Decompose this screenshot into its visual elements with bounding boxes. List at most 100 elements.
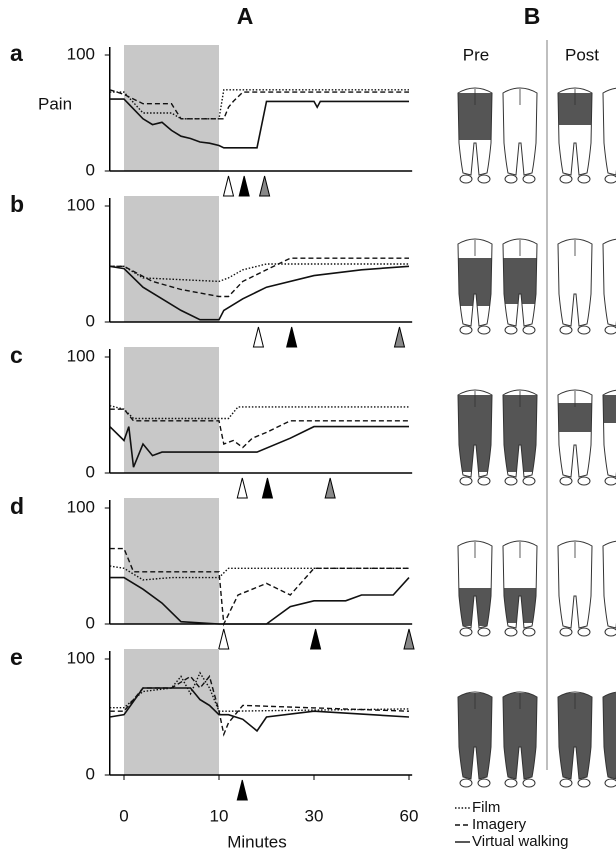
column-label: Pre: [463, 45, 489, 64]
event-marker: [236, 477, 248, 499]
body-outline: [457, 691, 493, 780]
foot: [604, 325, 616, 335]
y-tick-label: 100: [67, 195, 95, 214]
foot: [604, 627, 616, 637]
body-figure: [457, 691, 493, 788]
x-tick-label: 10: [210, 806, 229, 825]
foot: [477, 174, 491, 184]
y-tick-label: 0: [86, 311, 95, 330]
body-outline: [557, 691, 593, 780]
shaded-period: [124, 196, 219, 322]
foot: [504, 325, 518, 335]
body-figure: [457, 540, 493, 637]
body-figure: [502, 691, 538, 788]
column-label: Post: [565, 45, 599, 64]
line-series: [109, 408, 409, 449]
body-outline: [502, 691, 538, 780]
body-outline: [457, 540, 493, 629]
body-outline: [502, 238, 538, 327]
body-outline: [602, 389, 616, 478]
pain-region: [558, 403, 592, 432]
foot: [504, 627, 518, 637]
event-marker: [252, 326, 265, 348]
body-outline: [557, 540, 593, 629]
foot: [477, 325, 491, 335]
shaded-period: [124, 649, 219, 775]
foot: [604, 476, 616, 486]
foot: [522, 476, 536, 486]
body-figure: [602, 540, 616, 637]
body-outline: [457, 389, 493, 478]
foot: [577, 627, 591, 637]
body-maps: [457, 87, 616, 788]
x-tick-label: 30: [305, 806, 324, 825]
body-figure: [557, 87, 593, 184]
line-series: [109, 98, 409, 149]
body-outline: [502, 389, 538, 478]
body-figure: [602, 389, 616, 486]
y-tick-label: 0: [86, 160, 95, 179]
line-series: [109, 89, 409, 120]
foot: [477, 778, 491, 788]
body-figure: [557, 389, 593, 486]
foot: [577, 174, 591, 184]
panel-label: c: [10, 342, 23, 368]
foot: [604, 174, 616, 184]
body-figure: [502, 389, 538, 486]
y-tick-label: 100: [67, 497, 95, 516]
body-figure: [557, 691, 593, 788]
foot: [522, 325, 536, 335]
section-title: B: [524, 3, 541, 29]
body-outline: [457, 87, 493, 176]
body-figure: [602, 238, 616, 335]
foot: [459, 325, 473, 335]
line-series: [109, 547, 409, 627]
foot: [477, 627, 491, 637]
pain-region: [603, 693, 616, 779]
body-outline: [502, 540, 538, 629]
line-series: [109, 405, 409, 420]
body-figure: [502, 238, 538, 335]
line-series: [109, 674, 410, 737]
foot: [559, 778, 573, 788]
panel-label: b: [10, 191, 24, 217]
foot: [559, 325, 573, 335]
foot: [577, 778, 591, 788]
event-marker: [236, 779, 248, 801]
foot: [504, 778, 518, 788]
body-figure: [457, 238, 493, 335]
event-marker: [403, 628, 415, 650]
line-series: [109, 687, 410, 733]
panel-label: e: [10, 644, 23, 670]
body-outline: [502, 87, 538, 176]
body-outline: [602, 238, 616, 327]
y-axis-label: Pain: [38, 94, 72, 113]
pain-region: [458, 588, 492, 626]
foot: [604, 778, 616, 788]
y-tick-label: 100: [67, 346, 95, 365]
foot: [504, 174, 518, 184]
body-figure: [502, 540, 538, 637]
event-marker: [309, 628, 322, 650]
foot: [559, 627, 573, 637]
foot: [459, 778, 473, 788]
event-marker: [218, 628, 230, 650]
shaded-period: [124, 45, 219, 171]
event-marker: [258, 175, 271, 197]
foot: [522, 174, 536, 184]
body-outline: [557, 87, 593, 176]
event-marker: [261, 477, 274, 499]
body-figure: [457, 389, 493, 486]
legend-label: Film: [472, 799, 500, 816]
body-figure: [602, 691, 616, 788]
foot: [522, 627, 536, 637]
x-tick-label: 0: [119, 806, 128, 825]
legend-label: Virtual walking: [472, 833, 568, 850]
event-marker: [324, 477, 336, 499]
line-series: [109, 425, 409, 468]
pain-region: [503, 588, 537, 623]
body-figure: [457, 87, 493, 184]
body-outline: [557, 389, 593, 478]
body-outline: [557, 238, 593, 327]
y-tick-label: 0: [86, 613, 95, 632]
